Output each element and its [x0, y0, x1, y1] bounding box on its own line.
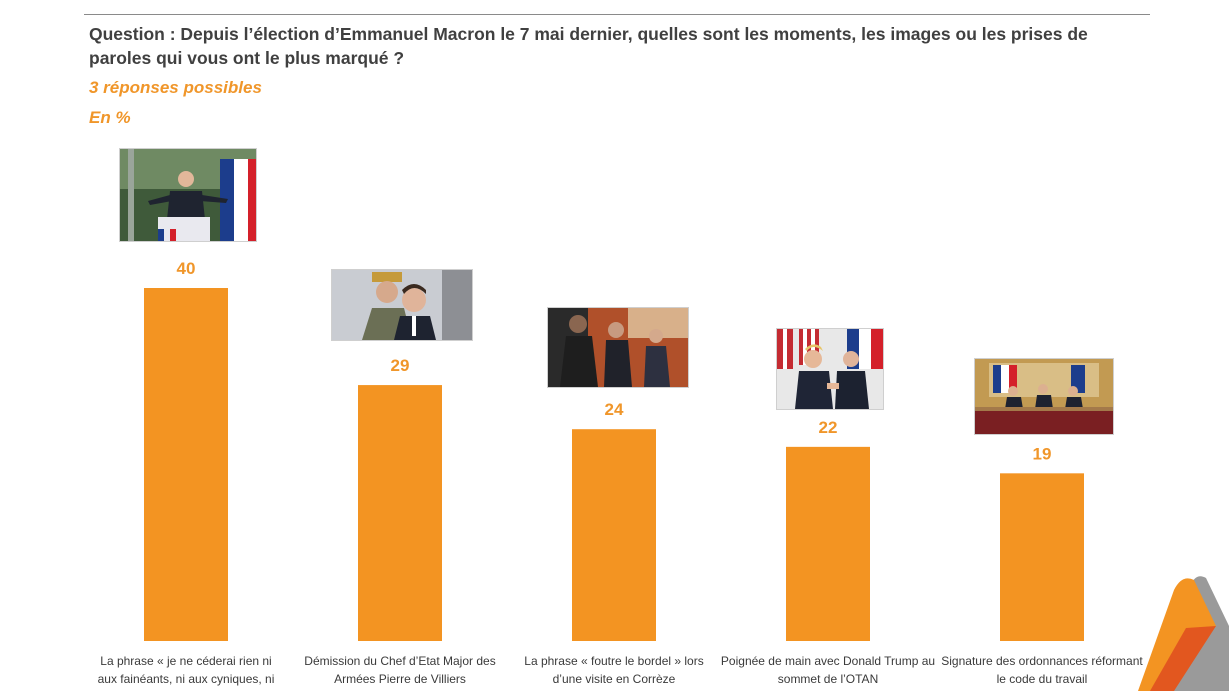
- category-label-line: d’une visite en Corrèze: [553, 672, 676, 686]
- category-label-line: Poignée de main avec Donald Trump au: [721, 654, 935, 668]
- category-label: La phrase « foutre le bordel » lors d’une…: [524, 654, 703, 686]
- category-label: La phrase « je ne céderai rien ni aux fai…: [98, 654, 275, 691]
- category-label: Signature des ordonnances réformant le co…: [941, 654, 1143, 686]
- data-label: 40: [177, 259, 196, 278]
- data-label: 29: [391, 356, 410, 375]
- category-label-line: le code du travail: [997, 672, 1088, 686]
- category-label-line: aux fainéants, ni aux cyniques, ni: [98, 672, 275, 686]
- category-label-line: sommet de l’OTAN: [778, 672, 878, 686]
- villiers-macron-photo: [331, 269, 473, 341]
- category-label: Démission du Chef d’Etat Major des Armées…: [304, 654, 495, 686]
- top-divider: [84, 14, 1150, 15]
- data-label: 22: [819, 418, 838, 437]
- data-label: 24: [605, 400, 624, 419]
- trump-handshake-photo: [776, 328, 884, 410]
- category-label: Poignée de main avec Donald Trump au somm…: [721, 654, 935, 686]
- category-label-line: Armées Pierre de Villiers: [334, 672, 466, 686]
- macron-podium-photo: [119, 148, 257, 242]
- bar: [572, 429, 656, 641]
- bar: [144, 288, 228, 641]
- unit-subtitle: En %: [89, 108, 131, 127]
- category-label-line: Démission du Chef d’Etat Major des: [304, 654, 495, 668]
- bar: [1000, 473, 1084, 641]
- ordonnances-signing-photo: [974, 358, 1114, 435]
- bar: [358, 385, 442, 641]
- category-label-line: La phrase « foutre le bordel » lors: [524, 654, 703, 668]
- correze-visit-photo: [547, 307, 689, 388]
- brand-logo: [1138, 576, 1229, 691]
- category-label-line: Signature des ordonnances réformant: [941, 654, 1143, 668]
- responses-subtitle: 3 réponses possibles: [89, 78, 262, 97]
- question-title: Question : Depuis l’élection d’Emmanuel …: [89, 24, 1088, 68]
- data-label: 19: [1033, 444, 1052, 463]
- category-label-line: La phrase « je ne céderai rien ni: [100, 654, 271, 668]
- bar: [786, 446, 870, 641]
